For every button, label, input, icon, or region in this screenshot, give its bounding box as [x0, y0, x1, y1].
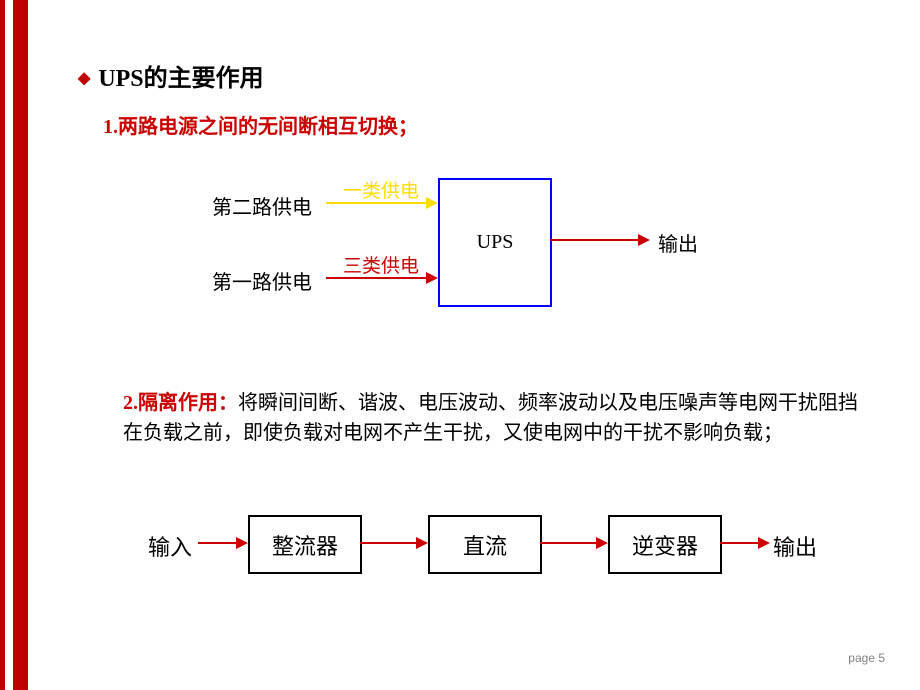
chain-box-label: 直流 [463, 529, 507, 561]
input-top-label: 第二路供电 [212, 191, 312, 220]
arrow-head-icon [426, 197, 438, 209]
arrow-head-icon [416, 537, 428, 549]
arrow-line [360, 542, 418, 544]
arrow-head-icon [638, 234, 650, 246]
slide-title-row: ◆ UPS的主要作用 [78, 58, 264, 93]
ups-box: UPS [438, 178, 552, 307]
arrow-head-icon [596, 537, 608, 549]
chain-box: 直流 [428, 515, 542, 574]
arrow-line [198, 542, 238, 544]
input-top-type: 一类供电 [343, 176, 419, 203]
arrow-line [720, 542, 760, 544]
ups-box-label: UPS [477, 231, 514, 254]
arrow-head-icon [758, 537, 770, 549]
arrow-head-icon [236, 537, 248, 549]
arrow-line [550, 239, 640, 241]
output-label: 输出 [658, 228, 698, 257]
chain-box-label: 逆变器 [632, 529, 698, 561]
arrow-line [326, 277, 428, 279]
diagram-isolation-chain: 输入 输出 整流器 直流 逆变器 [138, 505, 838, 585]
d2-output-label: 输出 [773, 530, 817, 562]
diagram-ups-switching: UPS 第二路供电 一类供电 第一路供电 三类供电 输出 [158, 158, 758, 328]
section2-heading: 2.隔离作用： [123, 392, 238, 414]
decor-red-stripe [0, 0, 28, 690]
chain-box-label: 整流器 [272, 529, 338, 561]
input-bottom-type: 三类供电 [343, 251, 419, 278]
decor-white-slit [5, 0, 13, 690]
bullet-diamond-icon: ◆ [78, 68, 90, 88]
section2-text: 2.隔离作用：将瞬间间断、谐波、电压波动、频率波动以及电压噪声等电网干扰阻挡在负… [123, 388, 860, 448]
input-bottom-label: 第一路供电 [212, 266, 312, 295]
chain-box: 逆变器 [608, 515, 722, 574]
arrow-line [326, 202, 428, 204]
arrow-line [540, 542, 598, 544]
arrow-head-icon [426, 272, 438, 284]
slide-title: UPS的主要作用 [98, 66, 263, 92]
page-footer: page 5 [848, 651, 885, 665]
chain-box: 整流器 [248, 515, 362, 574]
d2-input-label: 输入 [148, 530, 192, 562]
section1-heading: 1.两路电源之间的无间断相互切换； [103, 110, 418, 139]
slide-content: ◆ UPS的主要作用 1.两路电源之间的无间断相互切换； UPS 第二路供电 一类… [28, 0, 920, 690]
